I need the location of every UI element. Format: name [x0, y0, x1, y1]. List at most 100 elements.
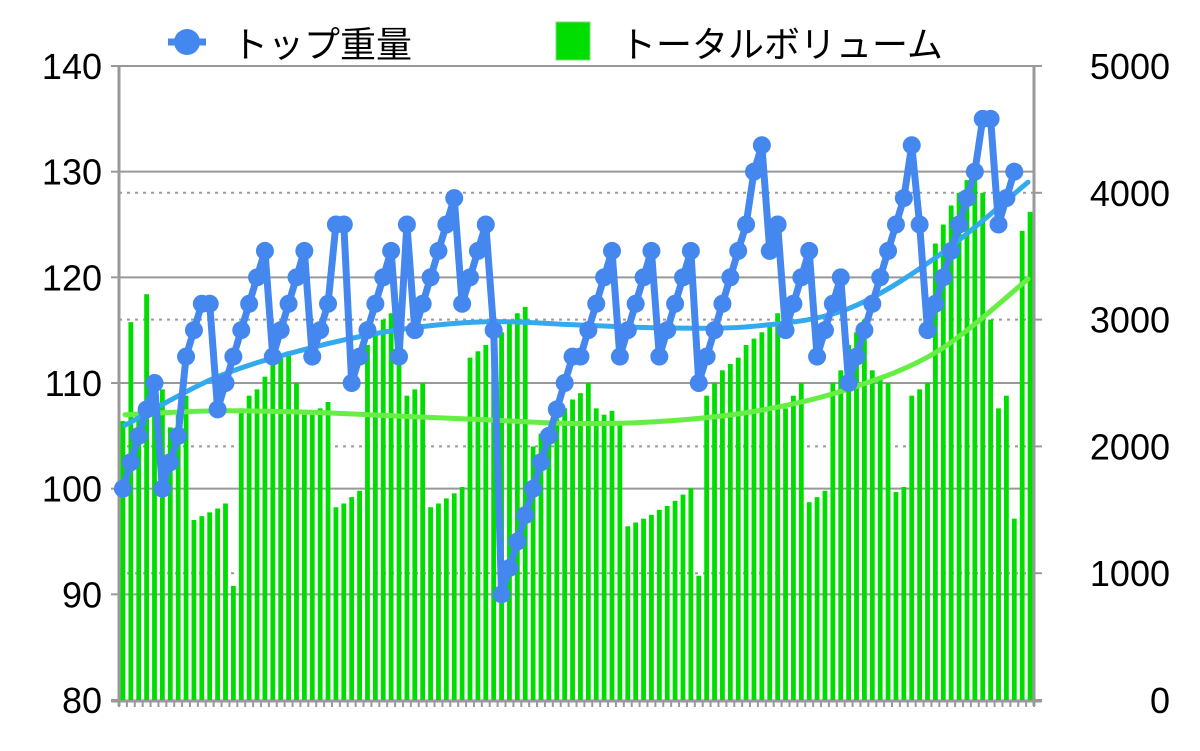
data-point-marker	[319, 294, 338, 313]
data-point-marker	[350, 347, 369, 366]
data-point-marker	[815, 321, 834, 340]
y-right-tick-label: 1000	[1090, 553, 1170, 594]
data-point-marker	[587, 294, 606, 313]
data-point-marker	[965, 162, 984, 181]
volume-bar	[688, 488, 694, 700]
volume-bar	[641, 518, 646, 700]
volume-bar	[262, 376, 268, 700]
volume-bar	[294, 383, 299, 700]
data-point-marker	[224, 347, 243, 366]
volume-bar	[562, 408, 568, 700]
volume-bar	[1019, 230, 1025, 700]
volume-bar	[704, 395, 710, 700]
volume-bar	[412, 389, 418, 700]
data-point-marker	[918, 321, 937, 340]
volume-bar	[822, 490, 828, 700]
data-point-marker	[658, 321, 677, 340]
volume-bar	[215, 508, 220, 700]
data-point-marker	[610, 347, 629, 366]
volume-bar	[436, 503, 441, 700]
data-point-marker	[989, 215, 1008, 234]
data-point-marker	[729, 241, 748, 260]
y-left-tick-label: 120	[42, 257, 102, 298]
volume-bar	[365, 344, 370, 700]
data-point-marker	[831, 268, 850, 287]
data-point-marker	[697, 347, 716, 366]
line-marker-icon	[174, 29, 200, 55]
data-point-marker	[334, 215, 353, 234]
volume-bar	[570, 399, 575, 700]
data-point-marker	[184, 321, 203, 340]
volume-bar	[617, 421, 623, 700]
volume-bar	[507, 319, 512, 700]
data-point-marker	[634, 268, 653, 287]
data-point-marker	[673, 268, 692, 287]
data-point-marker	[129, 426, 148, 445]
volume-bar	[972, 167, 978, 700]
y-axis-right-labels: 0 1000 2000 3000 4000 5000	[1090, 46, 1170, 721]
data-point-marker	[800, 241, 819, 260]
volume-bar	[996, 408, 1001, 700]
volume-bar	[585, 383, 591, 700]
data-point-marker	[500, 558, 519, 577]
data-point-marker	[468, 241, 487, 260]
data-point-marker	[492, 585, 511, 604]
data-point-marker	[461, 268, 480, 287]
volume-bar	[491, 338, 497, 700]
volume-bar	[664, 505, 670, 700]
volume-bar	[152, 383, 157, 700]
volume-trendline	[122, 276, 1031, 427]
volume-bar	[712, 383, 717, 700]
volume-bar	[830, 383, 836, 700]
data-point-marker	[981, 109, 1000, 128]
volume-bar	[1003, 395, 1009, 700]
volume-bar	[751, 338, 757, 700]
volume-bar	[956, 192, 962, 701]
y-left-tick-label: 140	[42, 46, 102, 87]
data-point-marker	[871, 268, 890, 287]
volume-bar	[1027, 211, 1033, 700]
volume-bar	[554, 418, 560, 700]
volume-bar	[254, 389, 260, 700]
data-point-marker	[855, 321, 874, 340]
data-point-marker	[942, 241, 961, 260]
data-point-marker	[271, 321, 290, 340]
data-point-marker	[311, 321, 330, 340]
volume-bar	[625, 526, 631, 700]
volume-bar	[286, 351, 291, 700]
data-point-marker	[926, 294, 945, 313]
data-point-marker	[894, 189, 913, 208]
data-point-marker	[177, 347, 196, 366]
volume-bar	[246, 395, 252, 700]
volume-bar	[136, 414, 142, 700]
volume-bar	[735, 357, 741, 700]
data-point-marker	[453, 294, 472, 313]
volume-bar	[720, 370, 725, 700]
legend-label-total-volume: トータルボリューム	[620, 25, 943, 66]
data-point-marker	[784, 294, 803, 313]
volume-bar	[270, 363, 276, 700]
volume-bar	[120, 421, 126, 700]
data-point-marker	[823, 294, 842, 313]
volume-bar	[656, 509, 662, 700]
volume-bar	[475, 351, 481, 700]
data-point-marker	[721, 268, 740, 287]
data-point-marker	[263, 347, 282, 366]
y-left-tick-label: 100	[42, 469, 102, 510]
volume-bar	[207, 512, 213, 700]
volume-bar	[783, 408, 788, 700]
data-point-marker	[516, 506, 535, 525]
data-point-marker	[808, 347, 827, 366]
data-point-marker	[547, 400, 566, 419]
data-point-marker	[303, 347, 322, 366]
volume-bar	[223, 503, 228, 700]
volume-bar	[838, 370, 844, 700]
volume-bar	[357, 490, 362, 700]
volume-bar	[301, 414, 307, 700]
volume-bar	[443, 498, 449, 700]
y-left-tick-label: 110	[45, 363, 102, 404]
volume-bar	[759, 332, 765, 700]
volume-bar	[546, 427, 552, 700]
data-point-marker	[626, 294, 645, 313]
data-point-marker	[476, 215, 495, 234]
